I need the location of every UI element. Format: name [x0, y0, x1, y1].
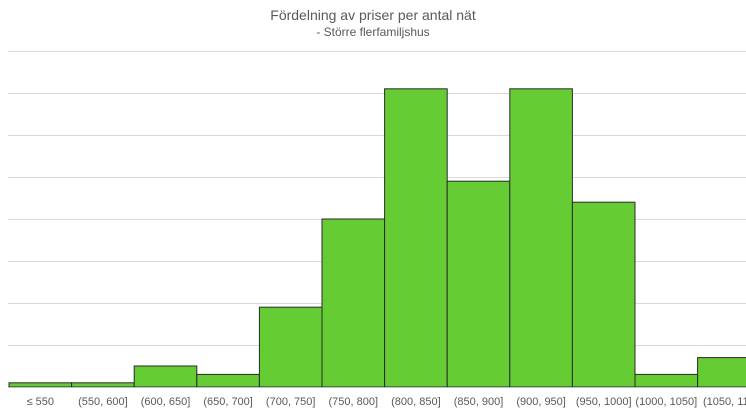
bar — [697, 357, 746, 388]
bar — [446, 180, 511, 388]
x-tick-label: (900, 950] — [516, 396, 566, 408]
chart-title: Fördelning av priser per antal nät — [270, 7, 476, 23]
x-tick-label: (650, 700] — [203, 396, 253, 408]
x-tick-label: (850, 900] — [454, 396, 504, 408]
bars — [8, 88, 746, 388]
bar — [321, 218, 386, 388]
x-tick-label: (750, 800] — [329, 396, 379, 408]
bar — [571, 201, 636, 388]
bar — [258, 306, 323, 388]
x-tick-label: (700, 750] — [266, 396, 316, 408]
bar — [133, 365, 198, 388]
x-tick-label: (1000, 1050] — [635, 396, 697, 408]
bar — [8, 382, 73, 388]
x-tick-label: (800, 850] — [391, 396, 441, 408]
x-tick-label: (600, 650] — [141, 396, 191, 408]
x-tick-label: (1050, 110 — [703, 396, 746, 408]
chart-subtitle: - Större flerfamiljshus — [316, 25, 430, 39]
bar — [196, 373, 260, 388]
x-tick-label: ≤ 550 — [27, 396, 54, 408]
bar — [634, 373, 699, 388]
bar — [71, 382, 135, 388]
bar — [509, 88, 573, 388]
bar — [384, 88, 448, 388]
x-tick-labels: ≤ 550 (550, 600] (600, 650] (650, 700] (700,… — [27, 396, 746, 408]
x-tick-label: (550, 600] — [78, 396, 128, 408]
x-tick-label: (950, 1000] — [576, 396, 632, 408]
